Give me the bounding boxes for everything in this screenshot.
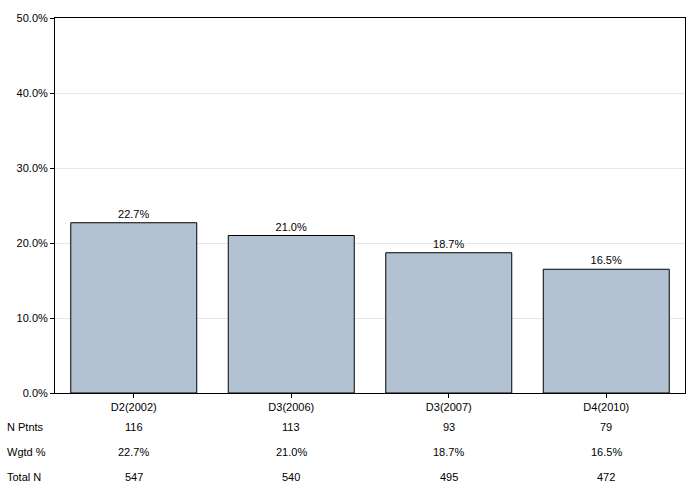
svg-text:93: 93 xyxy=(443,421,455,433)
svg-text:D3(2007): D3(2007) xyxy=(426,401,472,413)
svg-text:21.0%: 21.0% xyxy=(276,446,307,458)
svg-text:D4(2010): D4(2010) xyxy=(583,401,629,413)
svg-text:10.0%: 10.0% xyxy=(17,312,48,324)
svg-text:16.5%: 16.5% xyxy=(591,254,622,266)
svg-text:540: 540 xyxy=(282,471,300,483)
svg-text:22.7%: 22.7% xyxy=(118,208,149,220)
svg-text:472: 472 xyxy=(597,471,615,483)
svg-text:Wgtd %: Wgtd % xyxy=(7,446,46,458)
svg-text:50.0%: 50.0% xyxy=(17,12,48,24)
svg-text:495: 495 xyxy=(440,471,458,483)
svg-text:N Ptnts: N Ptnts xyxy=(7,421,44,433)
svg-text:79: 79 xyxy=(600,421,612,433)
svg-text:18.7%: 18.7% xyxy=(433,446,464,458)
svg-text:0.0%: 0.0% xyxy=(23,387,48,399)
svg-text:30.0%: 30.0% xyxy=(17,162,48,174)
svg-text:113: 113 xyxy=(282,421,300,433)
svg-text:21.0%: 21.0% xyxy=(276,221,307,233)
svg-text:20.0%: 20.0% xyxy=(17,237,48,249)
svg-text:Total N: Total N xyxy=(7,471,41,483)
svg-text:547: 547 xyxy=(125,471,143,483)
svg-text:D2(2002): D2(2002) xyxy=(111,401,157,413)
svg-text:40.0%: 40.0% xyxy=(17,87,48,99)
svg-text:D3(2006): D3(2006) xyxy=(268,401,314,413)
svg-text:116: 116 xyxy=(125,421,143,433)
svg-text:22.7%: 22.7% xyxy=(118,446,149,458)
svg-text:16.5%: 16.5% xyxy=(591,446,622,458)
svg-text:18.7%: 18.7% xyxy=(433,238,464,250)
